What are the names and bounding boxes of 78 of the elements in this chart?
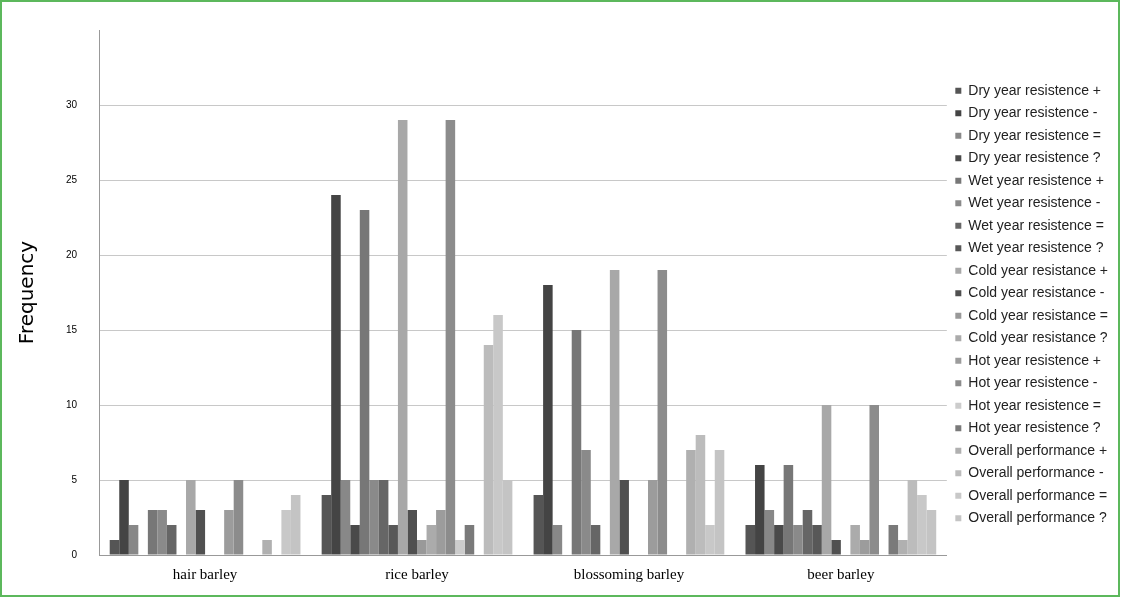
legend-label: Wet year resistence =: [968, 216, 1104, 233]
bar: [831, 540, 841, 555]
bar: [793, 525, 803, 555]
legend-label: Dry year resistence =: [968, 126, 1101, 143]
bar: [128, 525, 139, 555]
y-tick-label: 5: [71, 473, 78, 485]
y-tick-label: 15: [66, 323, 78, 335]
bar: [407, 510, 418, 555]
bar: [590, 525, 601, 555]
bar: [533, 495, 544, 555]
legend-label: Dry year resistence +: [968, 81, 1101, 98]
bar: [802, 510, 813, 555]
bar: [147, 510, 158, 555]
bar: [783, 465, 794, 555]
bar: [821, 405, 832, 555]
bar: [745, 525, 756, 555]
bar: [378, 480, 389, 555]
legend-label: Cold year resistance -: [968, 284, 1105, 301]
legend-label: Overall performance +: [968, 441, 1108, 458]
x-tick-label: blossoming barley: [573, 565, 685, 582]
bar: [331, 195, 341, 555]
bar: [109, 540, 120, 555]
bar: [369, 480, 379, 555]
bar: [157, 510, 167, 555]
bar: [657, 270, 668, 555]
bar: [552, 525, 563, 555]
x-tick-label: hair barley: [172, 565, 238, 582]
bar: [233, 480, 244, 555]
legend-label: Cold year resistance +: [968, 261, 1109, 278]
bar: [359, 210, 370, 555]
bar: [388, 525, 398, 555]
legend-label: Wet year resistence +: [968, 171, 1104, 188]
bar: [195, 510, 206, 555]
legend-label: Wet year resistence ?: [968, 239, 1104, 256]
legend-label: Cold year resistance =: [968, 306, 1109, 323]
legend-label: Overall performance =: [968, 486, 1108, 503]
bar: [321, 495, 332, 555]
bar: [166, 525, 177, 555]
bar: [812, 525, 822, 555]
x-tick-label: rice barley: [385, 565, 450, 582]
legend-label: Hot year resistence -: [968, 374, 1098, 391]
bar: [397, 120, 408, 555]
bar: [262, 540, 272, 555]
y-tick-label: 10: [66, 398, 78, 410]
bar: [581, 450, 591, 555]
legend-label: Overall performance -: [968, 464, 1105, 481]
legend-label: Hot year resistence ?: [968, 419, 1101, 436]
y-axis-title: Frequency: [14, 240, 39, 345]
legend-label: Overall performance ?: [968, 509, 1108, 526]
bar: [774, 525, 784, 555]
bar: [340, 480, 351, 555]
legend-label: Cold year resistance ?: [968, 329, 1108, 346]
legend-label: Hot year resistence +: [968, 351, 1101, 368]
bar: [119, 480, 129, 555]
y-tick-label: 30: [66, 98, 78, 110]
bar: [764, 510, 775, 555]
legend-label: Wet year resistence -: [968, 194, 1101, 211]
bar: [350, 525, 360, 555]
bar: [445, 120, 456, 555]
legend-label: Dry year resistence ?: [968, 149, 1101, 166]
x-tick-label: beer barley: [807, 565, 875, 582]
bar: [426, 525, 437, 555]
bar: [455, 540, 465, 555]
bar: [755, 465, 765, 555]
bar: [850, 525, 860, 555]
y-tick-label: 20: [66, 248, 78, 260]
bar: [571, 330, 582, 555]
bar: [869, 405, 880, 555]
bar: [186, 480, 196, 555]
legend-label: Hot year resistence =: [968, 396, 1101, 413]
bar: [888, 525, 899, 555]
bar: [464, 525, 475, 555]
legend-label: Dry year resistence -: [968, 104, 1098, 121]
y-tick-label: 25: [66, 173, 78, 185]
bar: [609, 270, 620, 555]
bar: [619, 480, 629, 555]
bar: [543, 285, 553, 555]
y-tick-label: 0: [71, 548, 78, 560]
